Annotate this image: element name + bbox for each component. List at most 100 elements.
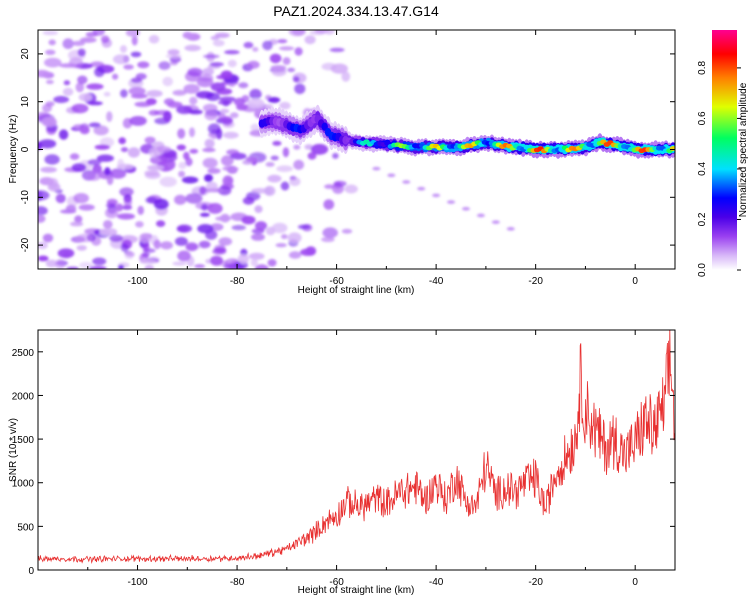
noise-blob xyxy=(310,143,329,155)
noise-blob xyxy=(176,224,193,233)
noise-blob xyxy=(153,198,169,210)
noise-blob xyxy=(293,159,305,170)
noise-blob xyxy=(137,205,144,215)
noise-blob xyxy=(183,84,200,94)
colorbar-tick-label: 0.0 xyxy=(697,263,708,277)
noise-blob xyxy=(187,67,203,77)
noise-blob xyxy=(38,214,46,223)
y-tick-label: 2500 xyxy=(12,348,35,359)
x-tick-label: 0 xyxy=(632,276,638,287)
noise-blob xyxy=(217,185,232,196)
noise-blob xyxy=(252,47,259,52)
noise-blob xyxy=(130,51,142,58)
noise-blob xyxy=(209,62,224,67)
noise-blob xyxy=(272,140,282,146)
x-tick-label: -40 xyxy=(429,276,444,287)
noise-blob xyxy=(275,243,287,248)
noise-blob xyxy=(199,212,210,217)
y-tick-label: -10 xyxy=(20,190,31,205)
noise-blob xyxy=(142,248,156,253)
snr-ylabel: SNR (10 * v/v) xyxy=(8,418,19,482)
figure-title: PAZ1.2024.334.13.47.G14 xyxy=(273,3,439,19)
noise-blob xyxy=(287,67,296,73)
noise-blob xyxy=(247,60,260,69)
spectrogram-ylabel: Frequency (Hz) xyxy=(8,115,19,184)
noise-blob xyxy=(44,154,60,165)
noise-blob xyxy=(128,87,146,96)
noise-blob xyxy=(99,228,117,236)
noise-blob xyxy=(100,35,110,44)
noise-blob xyxy=(65,204,77,213)
noise-blob xyxy=(127,147,140,158)
noise-blob xyxy=(307,152,317,160)
noise-blob xyxy=(276,165,293,172)
noise-blob xyxy=(71,103,89,114)
noise-blob xyxy=(297,224,311,230)
noise-blob xyxy=(461,206,470,211)
noise-blob xyxy=(215,216,232,222)
noise-blob xyxy=(402,180,411,184)
noise-blob xyxy=(135,221,144,228)
noise-blob xyxy=(45,259,58,268)
noise-blob xyxy=(86,171,101,181)
noise-blob xyxy=(222,175,234,187)
noise-blob xyxy=(70,221,84,227)
noise-blob xyxy=(77,75,88,85)
noise-blob xyxy=(237,253,250,264)
noise-blob xyxy=(45,101,55,107)
noise-blob xyxy=(112,73,119,80)
noise-blob xyxy=(262,40,273,51)
noise-blob xyxy=(162,76,173,87)
noise-blob xyxy=(94,66,105,78)
noise-blob xyxy=(123,64,134,70)
noise-blob xyxy=(300,248,316,256)
noise-blob xyxy=(218,237,233,246)
noise-blob xyxy=(417,186,426,191)
noise-blob xyxy=(104,207,119,219)
x-tick-label: -20 xyxy=(528,577,543,588)
noise-blob xyxy=(74,215,83,223)
noise-blob xyxy=(156,220,166,228)
snr-background xyxy=(38,330,675,570)
noise-blob xyxy=(226,149,240,156)
noise-blob xyxy=(279,46,295,51)
noise-blob xyxy=(88,122,101,128)
noise-blob xyxy=(341,71,351,82)
noise-blob xyxy=(172,89,187,96)
noise-blob xyxy=(189,96,198,105)
noise-blob xyxy=(48,39,56,46)
noise-blob xyxy=(135,73,147,80)
colorbar-tick-label: 0.2 xyxy=(697,212,708,226)
noise-blob xyxy=(144,136,156,144)
noise-blob xyxy=(322,227,339,238)
noise-blob xyxy=(163,111,172,122)
noise-blob xyxy=(205,258,212,264)
noise-blob xyxy=(94,144,111,150)
noise-blob xyxy=(329,47,345,53)
noise-blob xyxy=(344,184,358,194)
noise-blob xyxy=(79,261,93,269)
noise-blob xyxy=(250,123,260,132)
noise-blob xyxy=(105,202,117,209)
noise-blob xyxy=(159,176,177,187)
noise-blob xyxy=(178,170,186,178)
noise-blob xyxy=(236,104,248,111)
noise-blob xyxy=(204,110,218,121)
noise-blob xyxy=(148,147,159,158)
noise-blob xyxy=(243,41,254,49)
colorbar-ticks: 0.0 0.2 0.4 0.6 0.8 xyxy=(697,61,741,277)
noise-blob xyxy=(282,147,290,158)
x-tick-label: -60 xyxy=(329,577,344,588)
noise-blob xyxy=(206,181,218,192)
x-tick-label: -40 xyxy=(429,577,444,588)
noise-blob xyxy=(194,264,206,269)
noise-blob xyxy=(174,236,188,246)
noise-blob xyxy=(149,155,168,165)
noise-blob xyxy=(207,123,221,135)
noise-blob xyxy=(176,144,186,151)
noise-blob xyxy=(280,181,290,191)
noise-blob xyxy=(158,61,171,70)
x-tick-label: -100 xyxy=(128,276,148,287)
noise-blob xyxy=(118,264,125,269)
noise-blob xyxy=(96,154,114,162)
